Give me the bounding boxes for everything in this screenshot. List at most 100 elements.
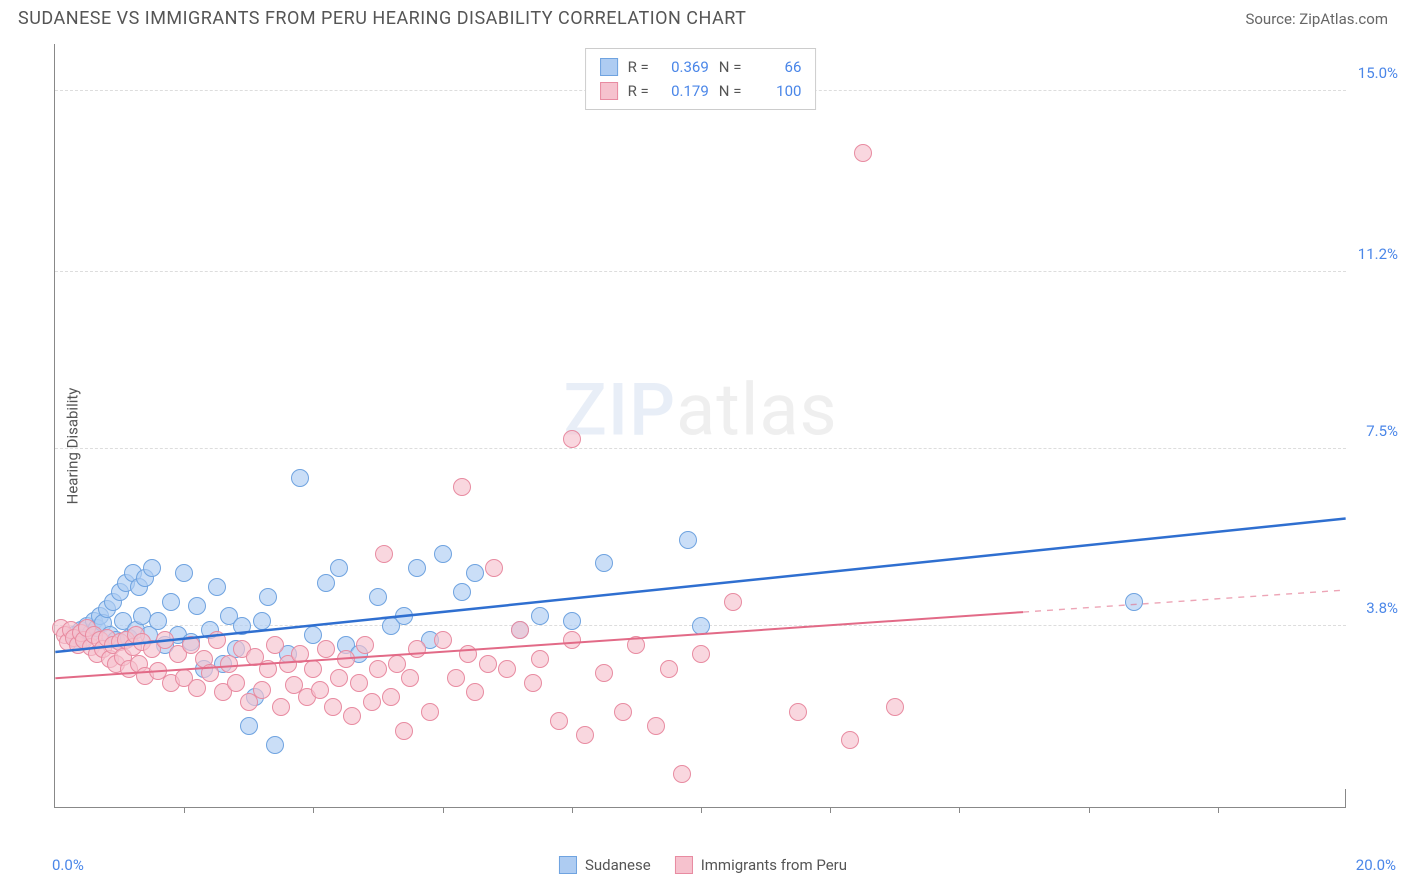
legend-swatch (559, 856, 577, 874)
x-tick (830, 807, 831, 813)
gridline (55, 271, 1346, 272)
data-point (369, 660, 387, 678)
data-point (595, 554, 613, 572)
data-point (789, 703, 807, 721)
data-point (854, 144, 872, 162)
data-point (291, 469, 309, 487)
data-point (240, 717, 258, 735)
data-point (149, 612, 167, 630)
y-tick-label: 3.8% (1366, 599, 1398, 617)
data-point (188, 679, 206, 697)
data-point (550, 712, 568, 730)
data-point (363, 693, 381, 711)
chart-header: SUDANESE VS IMMIGRANTS FROM PERU HEARING… (0, 0, 1406, 33)
data-point (479, 655, 497, 673)
legend-item: Sudanese (559, 856, 651, 874)
x-tick (572, 807, 573, 813)
stats-legend-row: R =0.369N =66 (600, 55, 802, 79)
data-point (330, 559, 348, 577)
data-point (466, 683, 484, 701)
data-point (369, 588, 387, 606)
data-point (350, 674, 368, 692)
data-point (466, 564, 484, 582)
x-axis-max-label: 20.0% (1356, 856, 1396, 874)
n-value: 100 (751, 79, 801, 103)
x-tick (701, 807, 702, 813)
data-point (253, 612, 271, 630)
data-point (447, 669, 465, 687)
data-point (175, 564, 193, 582)
x-tick (184, 807, 185, 813)
y-tick-label: 11.2% (1358, 245, 1398, 263)
chart-title: SUDANESE VS IMMIGRANTS FROM PERU HEARING… (18, 8, 746, 29)
legend-label: Sudanese (585, 856, 651, 874)
y-tick-label: 15.0% (1358, 64, 1398, 82)
data-point (233, 617, 251, 635)
data-point (576, 726, 594, 744)
data-point (886, 698, 904, 716)
data-point (692, 645, 710, 663)
data-point (220, 655, 238, 673)
data-point (375, 545, 393, 563)
data-point (143, 559, 161, 577)
data-point (498, 660, 516, 678)
data-point (253, 681, 271, 699)
data-point (434, 631, 452, 649)
data-point (531, 607, 549, 625)
data-point (395, 722, 413, 740)
x-axis-min-label: 0.0% (52, 856, 84, 874)
data-point (453, 478, 471, 496)
r-value: 0.179 (659, 79, 709, 103)
data-point (330, 669, 348, 687)
data-point (356, 636, 374, 654)
data-point (395, 607, 413, 625)
data-point (459, 645, 477, 663)
legend-swatch (675, 856, 693, 874)
data-point (272, 698, 290, 716)
data-point (595, 664, 613, 682)
data-point (401, 669, 419, 687)
data-point (291, 645, 309, 663)
data-point (531, 650, 549, 668)
x-tick (443, 807, 444, 813)
data-point (453, 583, 471, 601)
n-label: N = (719, 55, 742, 79)
n-label: N = (719, 79, 742, 103)
legend-label: Immigrants from Peru (701, 856, 847, 874)
data-point (524, 674, 542, 692)
data-point (408, 640, 426, 658)
data-point (311, 681, 329, 699)
data-point (317, 574, 335, 592)
data-point (724, 593, 742, 611)
data-point (201, 664, 219, 682)
data-point (841, 731, 859, 749)
legend-swatch (600, 58, 618, 76)
trend-line-extrapolated (1023, 590, 1346, 612)
data-point (317, 640, 335, 658)
data-point (259, 588, 277, 606)
data-point (324, 698, 342, 716)
data-point (1125, 593, 1143, 611)
watermark: ZIPatlas (563, 368, 837, 453)
data-point (162, 593, 180, 611)
x-tick (1218, 807, 1219, 813)
r-label: R = (628, 79, 649, 103)
data-point (337, 650, 355, 668)
data-point (679, 531, 697, 549)
data-point (208, 631, 226, 649)
right-axis-tick (1345, 789, 1346, 807)
data-point (266, 736, 284, 754)
data-point (188, 597, 206, 615)
source-attribution: Source: ZipAtlas.com (1245, 10, 1388, 28)
data-point (563, 631, 581, 649)
x-tick (1089, 807, 1090, 813)
gridline (55, 448, 1346, 449)
legend-swatch (600, 82, 618, 100)
x-tick (313, 807, 314, 813)
data-point (647, 717, 665, 735)
data-point (692, 617, 710, 635)
data-point (408, 559, 426, 577)
data-point (660, 660, 678, 678)
data-point (382, 688, 400, 706)
series-legend: Sudanese Immigrants from Peru (559, 856, 847, 874)
